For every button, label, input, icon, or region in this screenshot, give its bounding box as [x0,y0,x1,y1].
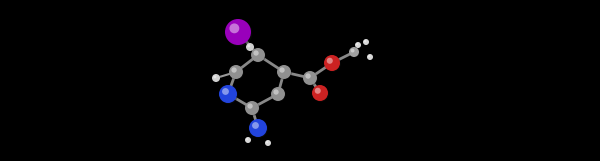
Circle shape [303,71,317,85]
Circle shape [250,120,268,138]
Circle shape [229,23,239,33]
Circle shape [219,85,237,103]
Circle shape [272,88,286,102]
Circle shape [315,88,321,94]
Circle shape [367,54,373,60]
Circle shape [271,87,285,101]
Circle shape [351,49,355,52]
Circle shape [222,88,229,95]
Circle shape [266,141,268,143]
Circle shape [246,102,260,116]
Circle shape [368,55,370,57]
Circle shape [305,73,311,79]
Circle shape [232,67,237,73]
Circle shape [312,85,328,101]
Circle shape [313,86,329,102]
Circle shape [364,40,366,42]
Circle shape [278,66,292,80]
Circle shape [247,43,254,51]
Circle shape [229,65,243,79]
Circle shape [363,39,369,45]
Circle shape [274,89,279,95]
Circle shape [245,101,259,115]
Circle shape [265,140,271,146]
Circle shape [325,56,341,72]
Circle shape [367,54,373,60]
Circle shape [245,137,251,143]
Circle shape [230,66,244,80]
Circle shape [265,140,271,146]
Circle shape [220,86,238,104]
Circle shape [355,42,361,48]
Circle shape [277,65,291,79]
Circle shape [280,67,285,73]
Circle shape [252,49,266,63]
Circle shape [214,75,217,78]
Circle shape [349,47,359,57]
Circle shape [245,137,251,143]
Circle shape [212,74,220,82]
Circle shape [247,103,253,109]
Circle shape [253,50,259,56]
Circle shape [246,43,254,51]
Circle shape [225,19,251,45]
Circle shape [251,48,265,62]
Circle shape [364,39,370,45]
Circle shape [349,47,359,57]
Circle shape [355,42,361,48]
Circle shape [212,74,220,82]
Circle shape [249,119,267,137]
Circle shape [304,72,318,86]
Circle shape [252,122,259,129]
Circle shape [246,138,248,140]
Circle shape [327,58,333,64]
Circle shape [247,44,250,47]
Circle shape [324,55,340,71]
Circle shape [226,20,253,46]
Circle shape [356,43,358,45]
